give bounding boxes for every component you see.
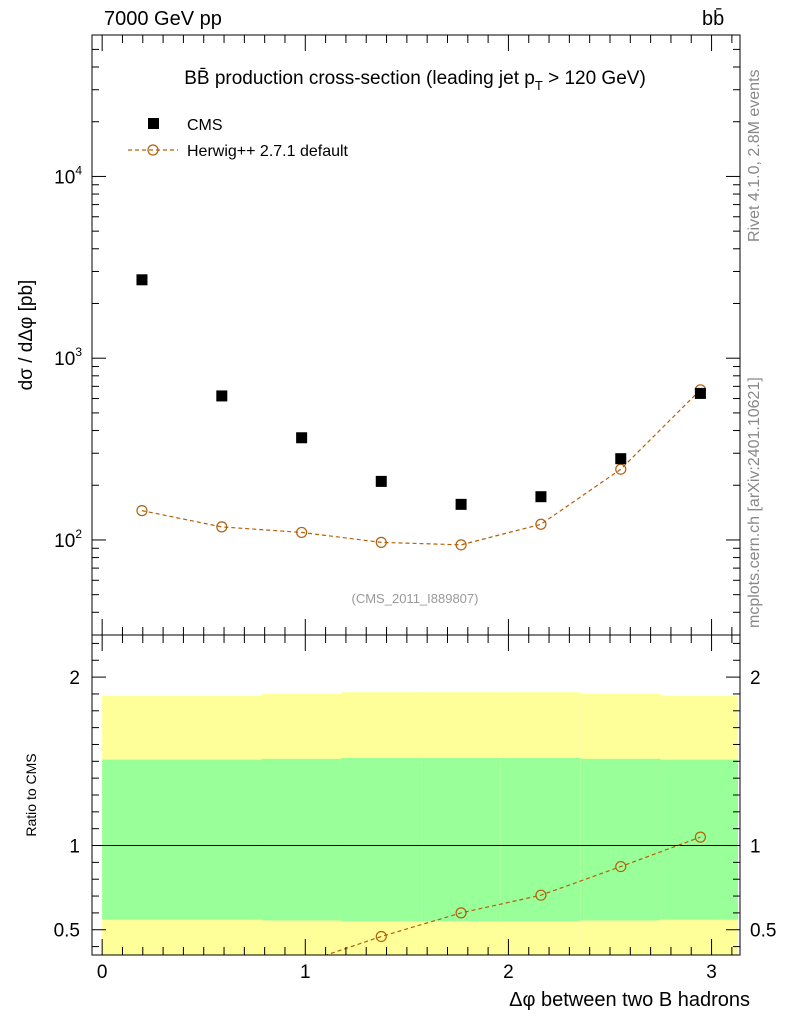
inner-band-segment	[500, 757, 581, 922]
main-y-tick-label: 103	[54, 345, 82, 370]
x-tick-label: 2	[503, 962, 514, 983]
inner-band-segment	[421, 757, 501, 922]
main-y-tick-label: 102	[54, 527, 82, 552]
main-mc-series	[136, 384, 706, 551]
inner-band-segment	[181, 759, 262, 920]
main-y-tick-label: 104	[54, 163, 82, 188]
data-point	[694, 387, 706, 399]
mc-point	[535, 518, 547, 530]
ratio-y-tick-label-left: 0.5	[54, 921, 80, 942]
data-point	[136, 274, 148, 286]
mc-line	[141, 389, 701, 546]
inner-band-segment	[261, 758, 342, 921]
ratio-y-tick-label-left: 2	[69, 668, 80, 689]
data-point	[455, 498, 467, 510]
ratio-mc-point	[535, 889, 547, 901]
ratio-y-tick-labels: 0.5 0.5 1 1 2 2	[54, 668, 777, 942]
ratio-mc-point	[455, 907, 467, 919]
ratio-mc-series	[324, 831, 706, 955]
data-point	[535, 491, 547, 503]
inner-band-segment	[102, 759, 182, 920]
mc-point	[216, 521, 228, 533]
ratio-y-tick-label-right: 1	[750, 837, 761, 858]
x-axis-label: Δφ between two B hadrons	[509, 989, 750, 1011]
main-y-axis-label: dσ / dΔφ [pb]	[16, 280, 37, 391]
ratio-x-tick-labels: 0 1 2 3	[97, 962, 717, 983]
data-point	[296, 432, 308, 444]
energy-label: 7000 GeV pp	[104, 8, 222, 30]
ratio-mc-line	[324, 836, 701, 955]
ratio-panel: 0.5 0.5 1 1 2 2 0 1 2 3 Ratio to CMS Δφ between …	[23, 634, 777, 1011]
mc-point	[375, 536, 387, 548]
inner-band-segment	[341, 757, 422, 922]
data-point	[216, 390, 228, 402]
data-point	[375, 475, 387, 487]
ratio-mc-point	[615, 860, 627, 873]
ratio-y-tick-label-right: 2	[750, 668, 761, 689]
data-point	[615, 453, 627, 465]
mc-point	[615, 463, 627, 475]
x-tick-label: 3	[706, 962, 717, 983]
inner-band-segment	[660, 759, 738, 920]
x-tick-label: 1	[300, 962, 311, 983]
legend-mc-marker	[147, 144, 159, 156]
legend-mc-label: Herwig++ 2.7.1 default	[187, 143, 349, 160]
main-panel: 102 103 104 BB̄ production cross-section (…	[16, 34, 741, 636]
process-label: bb̄	[702, 8, 725, 30]
inner-band-segment	[580, 758, 661, 921]
mc-point	[455, 539, 467, 551]
analysis-watermark: (CMS_2011_I889807)	[352, 591, 479, 606]
ratio-y-tick-label-right: 0.5	[750, 921, 776, 942]
ratio-y-axis-label: Ratio to CMS	[23, 753, 39, 836]
ratio-mc-point	[375, 930, 387, 943]
main-x-ticks	[101, 35, 733, 635]
legend-data-label: CMS	[187, 117, 223, 134]
legend-data-marker	[148, 118, 159, 129]
ratio-uncertainty-bands	[102, 692, 738, 955]
main-y-tick-labels: 102 103 104	[54, 163, 82, 552]
ratio-y-ticks	[92, 642, 740, 948]
ratio-y-tick-label-left: 1	[69, 837, 80, 858]
ratio-mc-point	[694, 831, 706, 843]
mc-point	[296, 526, 308, 539]
ratio-x-ticks	[101, 635, 733, 955]
main-data-series	[136, 274, 706, 510]
x-tick-label: 0	[97, 962, 108, 983]
chart-title: BB̄ production cross-section (leading je…	[184, 68, 646, 93]
mc-point	[136, 505, 148, 517]
